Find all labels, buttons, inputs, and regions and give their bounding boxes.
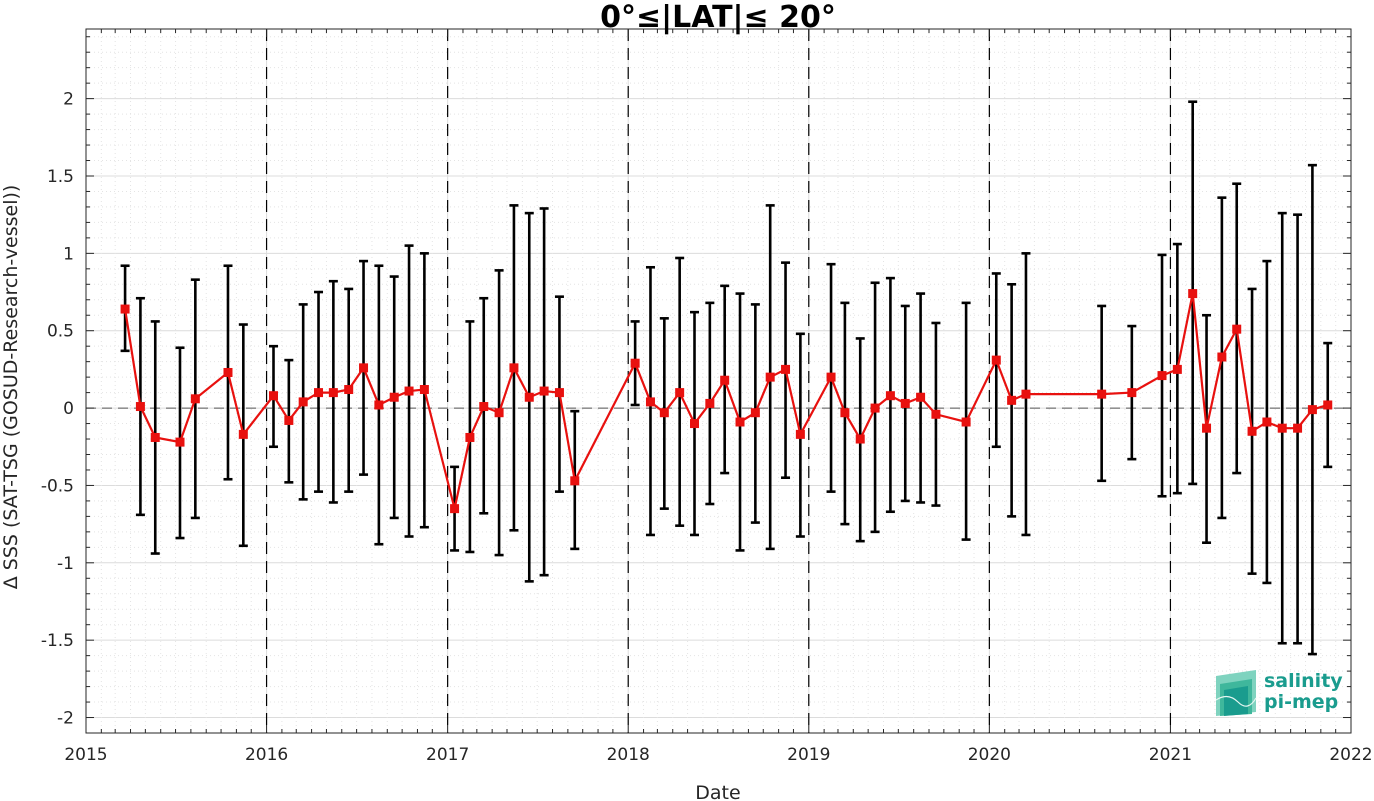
y-tick-label: -0.5 (41, 476, 74, 496)
data-point (916, 392, 926, 402)
logo-line-2: pi-mep (1264, 691, 1338, 713)
data-point (1188, 289, 1198, 299)
data-point (314, 388, 324, 398)
data-point (1293, 423, 1303, 433)
x-tick-label: 2015 (64, 745, 107, 765)
data-point (1247, 426, 1257, 436)
y-tick-label: 0.5 (47, 322, 74, 342)
data-point (374, 400, 384, 410)
data-point (1007, 395, 1017, 405)
y-axis-label: Δ SSS (SAT-TSG (GOSUD-Research-vessel)) (0, 185, 22, 590)
data-point (870, 403, 880, 413)
data-point (524, 392, 534, 402)
y-tick-label: -1.5 (41, 631, 74, 651)
data-point (931, 409, 941, 419)
data-point (1202, 423, 1212, 433)
data-point (554, 388, 564, 398)
data-point (190, 394, 200, 404)
year-dividers (265, 29, 1172, 733)
data-point (419, 385, 429, 395)
wave-icon (1215, 670, 1257, 716)
data-point (765, 372, 775, 382)
data-point (479, 402, 489, 412)
data-point (539, 386, 549, 396)
y-tick-label: 2 (63, 90, 74, 110)
data-point (1323, 400, 1333, 410)
data-point (1157, 371, 1167, 381)
data-point (1262, 417, 1272, 427)
data-point (1277, 423, 1287, 433)
data-point (705, 398, 715, 408)
x-tick-label: 2019 (787, 745, 830, 765)
data-point (120, 304, 130, 314)
x-axis-label: Date (695, 782, 740, 801)
data-point (1097, 389, 1107, 399)
data-point (826, 372, 836, 382)
data-point (389, 392, 399, 402)
data-point (781, 364, 791, 374)
data-point (991, 355, 1001, 365)
grid (85, 29, 1352, 734)
data-point (298, 397, 308, 407)
data-point (175, 437, 185, 447)
data-point (961, 417, 971, 427)
data-point (344, 385, 354, 395)
data-point (855, 434, 865, 444)
x-tick-labels: 2015 2016 2017 2018 2019 2020 2021 2022 (64, 745, 1372, 765)
data-point (404, 386, 414, 396)
data-point (223, 367, 233, 377)
data-point (885, 391, 895, 401)
x-tick-label: 2021 (1149, 745, 1192, 765)
data-point (570, 476, 580, 486)
x-tick-label: 2017 (426, 745, 469, 765)
data-point (1307, 405, 1317, 415)
y-tick-label: -1 (57, 554, 74, 574)
data-point (450, 504, 460, 514)
data-point (150, 432, 160, 442)
data-point (135, 402, 145, 412)
data-point (1217, 352, 1227, 362)
data-point (359, 363, 369, 373)
series-markers (120, 289, 1333, 514)
data-point (795, 429, 805, 439)
x-tick-label: 2020 (968, 745, 1011, 765)
data-point (659, 408, 669, 418)
data-point (1021, 389, 1031, 399)
x-tick-label: 2018 (607, 745, 650, 765)
data-point (720, 375, 730, 385)
data-point (1232, 324, 1242, 334)
y-tick-labels: 2 1.5 1 0.5 0 -0.5 -1 -1.5 -2 (41, 90, 74, 729)
data-point (284, 415, 294, 425)
x-tick-label: 2016 (245, 745, 288, 765)
data-point (465, 432, 475, 442)
y-tick-label: 1 (63, 244, 74, 264)
logo-line-1: salinity (1264, 670, 1343, 692)
axis-ticks (85, 29, 1352, 734)
data-point (268, 391, 278, 401)
y-tick-label: 1.5 (47, 167, 74, 187)
data-point (735, 417, 745, 427)
data-point (675, 388, 685, 398)
data-point (1127, 388, 1137, 398)
data-point (900, 398, 910, 408)
data-point (645, 397, 655, 407)
data-point (630, 358, 640, 368)
chart-title: 0°≤|LAT|≤ 20° (600, 0, 836, 35)
data-point (494, 408, 504, 418)
data-point (328, 388, 338, 398)
data-point (509, 363, 519, 373)
data-point (1172, 364, 1182, 374)
y-tick-label: 0 (63, 399, 74, 419)
data-point (690, 419, 700, 429)
salinity-logo: salinity pi-mep (1215, 670, 1343, 716)
plot-frame (85, 28, 1352, 734)
y-tick-label: -2 (57, 709, 74, 729)
x-tick-label: 2022 (1329, 745, 1372, 765)
data-point (750, 408, 760, 418)
data-point (238, 429, 248, 439)
data-point (840, 408, 850, 418)
